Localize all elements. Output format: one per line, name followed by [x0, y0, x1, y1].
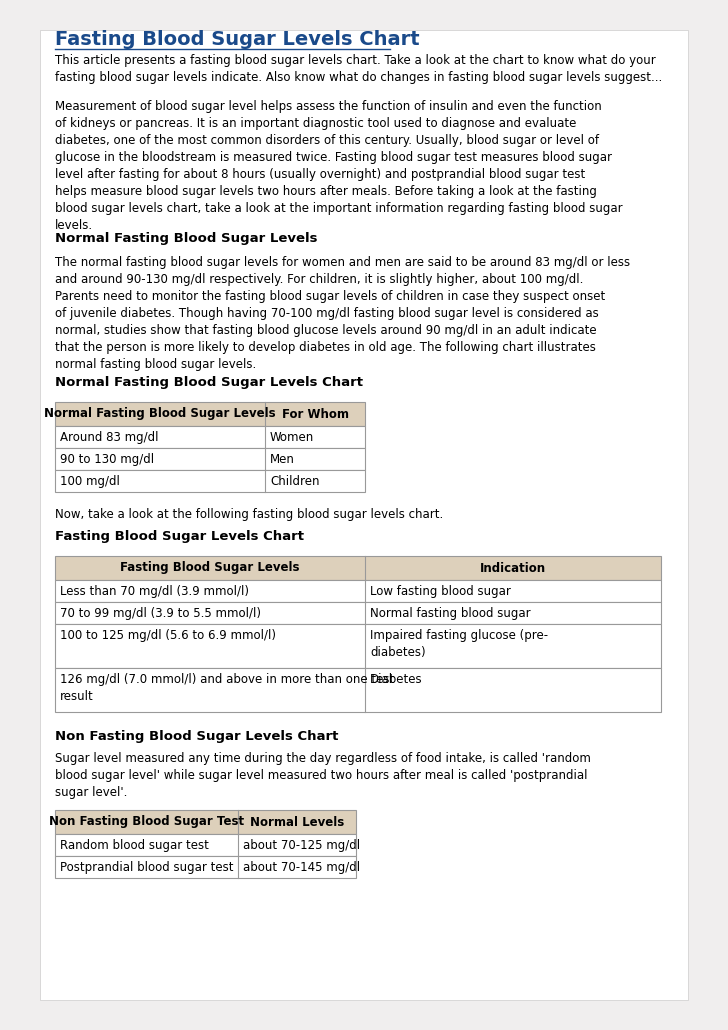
- Text: 126 mg/dl (7.0 mmol/l) and above in more than one test
result: 126 mg/dl (7.0 mmol/l) and above in more…: [60, 673, 395, 703]
- Text: 100 mg/dl: 100 mg/dl: [60, 475, 120, 488]
- FancyBboxPatch shape: [55, 834, 356, 856]
- FancyBboxPatch shape: [40, 30, 688, 1000]
- Text: Women: Women: [270, 431, 314, 444]
- Text: Fasting Blood Sugar Levels Chart: Fasting Blood Sugar Levels Chart: [55, 530, 304, 543]
- FancyBboxPatch shape: [55, 624, 661, 668]
- Text: Fasting Blood Sugar Levels: Fasting Blood Sugar Levels: [120, 561, 300, 575]
- Text: This article presents a fasting blood sugar levels chart. Take a look at the cha: This article presents a fasting blood su…: [55, 54, 662, 84]
- FancyBboxPatch shape: [55, 470, 365, 492]
- Text: Non Fasting Blood Sugar Test: Non Fasting Blood Sugar Test: [49, 816, 244, 828]
- Text: about 70-145 mg/dl: about 70-145 mg/dl: [243, 861, 360, 874]
- FancyBboxPatch shape: [55, 426, 365, 448]
- Text: Children: Children: [270, 475, 320, 488]
- Text: Impaired fasting glucose (pre-
diabetes): Impaired fasting glucose (pre- diabetes): [370, 629, 548, 659]
- FancyBboxPatch shape: [55, 448, 365, 470]
- Text: Normal Fasting Blood Sugar Levels Chart: Normal Fasting Blood Sugar Levels Chart: [55, 376, 363, 389]
- Text: Normal fasting blood sugar: Normal fasting blood sugar: [370, 607, 531, 620]
- Text: Sugar level measured any time during the day regardless of food intake, is calle: Sugar level measured any time during the…: [55, 752, 591, 799]
- Text: Measurement of blood sugar level helps assess the function of insulin and even t: Measurement of blood sugar level helps a…: [55, 100, 622, 232]
- Text: Normal Fasting Blood Sugar Levels: Normal Fasting Blood Sugar Levels: [44, 408, 276, 420]
- Text: Indication: Indication: [480, 561, 546, 575]
- Text: Low fasting blood sugar: Low fasting blood sugar: [370, 585, 511, 598]
- Text: For Whom: For Whom: [282, 408, 349, 420]
- FancyBboxPatch shape: [55, 580, 661, 602]
- FancyBboxPatch shape: [55, 602, 661, 624]
- Text: Now, take a look at the following fasting blood sugar levels chart.: Now, take a look at the following fastin…: [55, 508, 443, 521]
- Text: The normal fasting blood sugar levels for women and men are said to be around 83: The normal fasting blood sugar levels fo…: [55, 256, 630, 371]
- Text: Non Fasting Blood Sugar Levels Chart: Non Fasting Blood Sugar Levels Chart: [55, 730, 339, 743]
- Text: Around 83 mg/dl: Around 83 mg/dl: [60, 431, 159, 444]
- Text: about 70-125 mg/dl: about 70-125 mg/dl: [243, 839, 360, 852]
- Text: Postprandial blood sugar test: Postprandial blood sugar test: [60, 861, 234, 874]
- Text: Men: Men: [270, 453, 295, 466]
- Text: Normal Levels: Normal Levels: [250, 816, 344, 828]
- Text: Diabetes: Diabetes: [370, 673, 423, 686]
- FancyBboxPatch shape: [55, 402, 365, 426]
- FancyBboxPatch shape: [55, 556, 661, 580]
- Text: 70 to 99 mg/dl (3.9 to 5.5 mmol/l): 70 to 99 mg/dl (3.9 to 5.5 mmol/l): [60, 607, 261, 620]
- FancyBboxPatch shape: [55, 810, 356, 834]
- Text: 100 to 125 mg/dl (5.6 to 6.9 mmol/l): 100 to 125 mg/dl (5.6 to 6.9 mmol/l): [60, 629, 276, 642]
- Text: Less than 70 mg/dl (3.9 mmol/l): Less than 70 mg/dl (3.9 mmol/l): [60, 585, 249, 598]
- Text: 90 to 130 mg/dl: 90 to 130 mg/dl: [60, 453, 154, 466]
- Text: Normal Fasting Blood Sugar Levels: Normal Fasting Blood Sugar Levels: [55, 232, 317, 245]
- Text: Random blood sugar test: Random blood sugar test: [60, 839, 209, 852]
- Text: Fasting Blood Sugar Levels Chart: Fasting Blood Sugar Levels Chart: [55, 30, 419, 49]
- FancyBboxPatch shape: [55, 856, 356, 878]
- FancyBboxPatch shape: [55, 668, 661, 712]
